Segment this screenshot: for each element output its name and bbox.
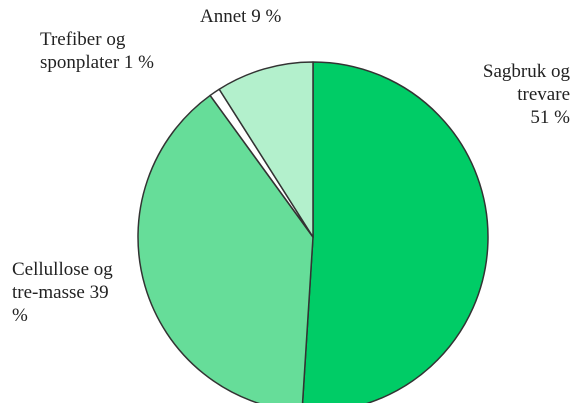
value-label: 1 %: [123, 52, 154, 73]
slice-label: Sagbruk og trevare 51 %: [458, 60, 570, 129]
value-label: 9 %: [251, 6, 282, 27]
slice-label: Annet 9 %: [200, 5, 281, 28]
pie-slice: [137, 94, 314, 403]
pie-slice: [301, 61, 489, 403]
category-label: Trefiber og sponplater: [40, 29, 126, 73]
slice-label: Trefiber og sponplater 1 %: [40, 28, 205, 74]
pie-slice: [218, 61, 314, 238]
slice-label: Cellullose og tre-masse 39 %: [12, 258, 116, 327]
value-label: 51 %: [530, 107, 570, 128]
category-label: Sagbruk og trevare: [482, 61, 570, 105]
category-label: Cellullose og tre-masse: [12, 259, 113, 303]
category-label: Annet: [200, 6, 247, 27]
value-label: 39 %: [12, 282, 109, 326]
